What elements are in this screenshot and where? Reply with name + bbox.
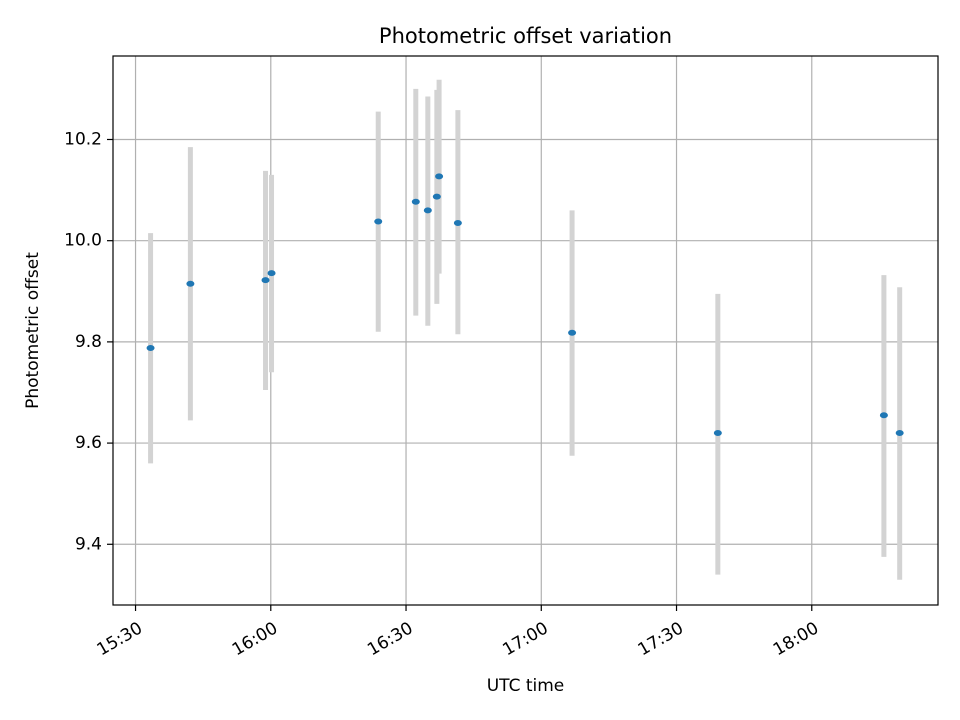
- data-point: [453, 219, 462, 226]
- y-tick-label: 9.8: [75, 332, 102, 352]
- data-points: [146, 173, 904, 436]
- data-point: [432, 193, 441, 200]
- data-point: [435, 173, 444, 180]
- grid: [113, 56, 938, 605]
- x-axis-ticks: 15:30 16:00 16:30 17:00 17:30 18:00: [94, 605, 822, 660]
- data-point: [713, 429, 722, 436]
- y-tick-label: 10.0: [64, 231, 102, 251]
- data-point: [568, 329, 577, 336]
- data-point: [374, 218, 383, 225]
- plot-frame: [112, 55, 939, 606]
- y-tick-label: 9.6: [75, 433, 102, 453]
- y-axis-ticks: 9.4 9.6 9.8 10.0 10.2: [64, 129, 113, 554]
- data-point: [423, 207, 432, 214]
- y-axis-label: Photometric offset: [23, 252, 43, 409]
- data-point: [411, 198, 420, 205]
- y-tick-label: 10.2: [64, 129, 102, 149]
- x-axis-label: UTC time: [487, 676, 565, 696]
- x-tick-label: 17:00: [499, 618, 551, 660]
- data-point: [879, 412, 888, 419]
- x-tick-label: 16:30: [364, 618, 416, 660]
- x-tick-label: 16:00: [229, 618, 281, 660]
- x-tick-label: 15:30: [94, 618, 146, 660]
- x-tick-label: 17:30: [635, 618, 687, 660]
- data-point: [146, 344, 155, 351]
- x-tick-label: 18:00: [770, 618, 822, 660]
- data-point: [186, 280, 195, 287]
- chart-title: Photometric offset variation: [379, 24, 672, 48]
- data-point: [261, 277, 270, 284]
- data-point: [267, 270, 276, 277]
- data-point: [895, 429, 904, 436]
- error-bars: [148, 79, 903, 580]
- y-tick-label: 9.4: [75, 534, 102, 554]
